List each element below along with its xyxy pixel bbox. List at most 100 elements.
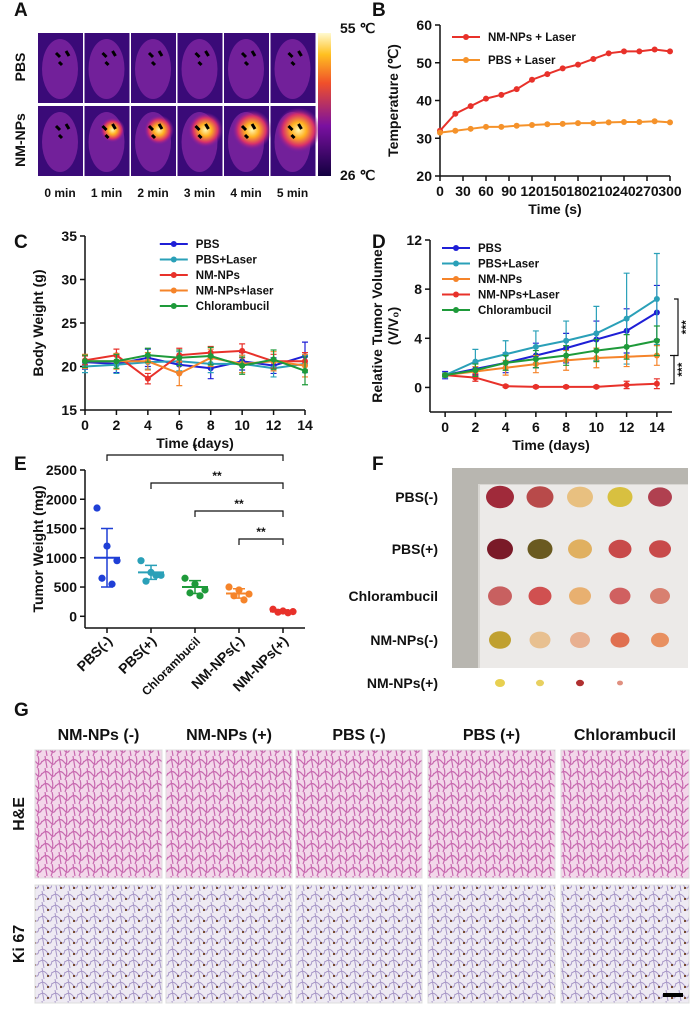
legend-label: NM-NPs bbox=[196, 270, 240, 282]
legend-label: NM-NPs bbox=[478, 274, 522, 286]
marker bbox=[636, 119, 643, 126]
y-tick-label: 60 bbox=[416, 17, 432, 33]
marker bbox=[667, 119, 673, 126]
column-label: NM-NPs (+) bbox=[186, 727, 272, 744]
tumor bbox=[487, 538, 513, 560]
panel-label: C bbox=[14, 232, 28, 253]
marker bbox=[532, 343, 539, 350]
x-axis-label: Time (days) bbox=[156, 435, 234, 451]
ki67-image bbox=[295, 884, 423, 1004]
row-label: H&E bbox=[11, 797, 28, 831]
series-line bbox=[439, 48, 671, 132]
marker bbox=[270, 356, 277, 363]
row-label: NM-NPs bbox=[12, 113, 28, 167]
marker bbox=[452, 110, 459, 117]
tumor bbox=[488, 586, 512, 606]
y-tick-label: 20 bbox=[416, 168, 432, 184]
marker bbox=[452, 127, 459, 134]
tumor bbox=[576, 679, 584, 687]
panel-label: A bbox=[14, 0, 28, 21]
legend-label: Chlorambucil bbox=[196, 301, 269, 313]
legend-marker bbox=[453, 260, 459, 267]
marker bbox=[532, 383, 539, 390]
legend-label: PBS+Laser bbox=[196, 255, 258, 267]
x-tick-label: 240 bbox=[612, 183, 636, 199]
marker bbox=[563, 352, 570, 359]
tumor-mark bbox=[147, 50, 164, 67]
marker bbox=[563, 383, 570, 390]
y-tick-label: 12 bbox=[406, 232, 422, 248]
tumor-mark bbox=[240, 123, 257, 140]
legend-label: NM-NPs+Laser bbox=[478, 290, 560, 302]
marker bbox=[559, 65, 566, 72]
x-tick-label: 12 bbox=[619, 419, 635, 435]
significance-label: ** bbox=[212, 469, 222, 483]
panel-label: B bbox=[372, 0, 386, 21]
tumor-mark bbox=[54, 123, 71, 140]
legend-label: Chlorambucil bbox=[478, 305, 551, 317]
significance-bracket bbox=[670, 354, 675, 385]
tumor-mark bbox=[287, 50, 303, 67]
ki67-image bbox=[34, 884, 163, 1004]
mouse bbox=[181, 39, 218, 99]
series-line bbox=[444, 298, 658, 377]
x-tick-label: 270 bbox=[635, 183, 659, 199]
data-point bbox=[201, 586, 209, 594]
marker bbox=[467, 125, 474, 132]
hot-spot bbox=[188, 112, 223, 148]
significance-label: ** bbox=[234, 497, 244, 511]
y-tick-label: 1500 bbox=[46, 521, 77, 537]
significance-bracket bbox=[194, 510, 284, 517]
y-axis-label: Body Weight (g) bbox=[30, 269, 46, 376]
marker bbox=[207, 353, 214, 360]
x-tick-label: 120 bbox=[520, 183, 544, 199]
category-label: PBS(-) bbox=[74, 633, 116, 675]
y-axis-label: Tumor Weight (mg) bbox=[30, 485, 46, 612]
column-label: PBS (+) bbox=[463, 727, 520, 744]
row-label: PBS(-) bbox=[395, 489, 438, 505]
tumor-mark bbox=[240, 50, 257, 67]
legend-marker bbox=[453, 276, 459, 282]
colorbar bbox=[318, 33, 331, 176]
hot-spot bbox=[232, 110, 272, 150]
marker bbox=[651, 118, 658, 125]
tumor bbox=[610, 632, 630, 648]
data-point bbox=[108, 580, 116, 588]
tumor bbox=[568, 539, 592, 559]
marker bbox=[176, 370, 183, 377]
panel-label: F bbox=[372, 454, 384, 475]
sd-bar bbox=[233, 588, 245, 599]
significance-bracket bbox=[238, 538, 284, 545]
data-point bbox=[240, 596, 248, 604]
column-label: Chlorambucil bbox=[574, 727, 676, 744]
marker bbox=[144, 352, 151, 359]
marker bbox=[144, 375, 151, 382]
data-point bbox=[152, 571, 160, 579]
category-label: PBS(+) bbox=[115, 633, 159, 677]
marker bbox=[623, 381, 630, 388]
tumor bbox=[649, 540, 671, 558]
legend-label: PBS bbox=[478, 243, 502, 255]
x-tick-label: 6 bbox=[532, 419, 540, 435]
marker bbox=[502, 359, 509, 366]
data-point bbox=[181, 574, 189, 582]
time-label: 5 min bbox=[277, 186, 308, 200]
sd-bar bbox=[101, 527, 113, 588]
legend-marker bbox=[453, 307, 459, 313]
significance-label: ** bbox=[256, 525, 266, 539]
legend-marker bbox=[170, 241, 177, 247]
row-label: PBS(+) bbox=[392, 541, 438, 557]
legend-marker bbox=[170, 272, 177, 278]
marker bbox=[590, 55, 597, 62]
y-tick-label: 2000 bbox=[46, 491, 77, 507]
marker bbox=[544, 71, 551, 78]
data-point bbox=[225, 583, 233, 591]
tumor bbox=[528, 586, 552, 606]
legend-marker bbox=[170, 287, 177, 294]
legend-marker bbox=[453, 245, 459, 251]
legend-marker bbox=[453, 291, 459, 298]
y-tick-label: 50 bbox=[416, 55, 432, 71]
y-tick-label: 8 bbox=[414, 281, 422, 297]
mouse bbox=[274, 39, 311, 99]
tumor bbox=[569, 587, 591, 605]
